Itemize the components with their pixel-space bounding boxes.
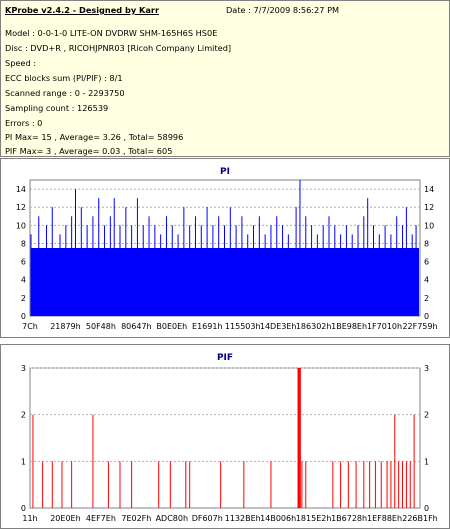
- info-errors: Errors : 0: [5, 118, 43, 128]
- pi-ytick-right: 0: [424, 312, 429, 321]
- pi-xtick: 22F759h: [402, 322, 437, 331]
- pif-xtick: 11h: [22, 514, 37, 523]
- pi-ytick-right: 14: [424, 185, 434, 194]
- pi-ytick-right: 4: [424, 276, 429, 285]
- info-disc: Disc : DVD+R , RICOHJPNR03 [Ricoh Compan…: [5, 43, 232, 53]
- pi-xtick: 115503h: [225, 322, 261, 331]
- pif-ytick-right: 3: [424, 364, 429, 373]
- pi-xtick: E1691h: [192, 322, 222, 331]
- scan-date: Date : 7/7/2009 8:56:27 PM: [226, 5, 340, 15]
- pi-ytick-left: 6: [21, 258, 26, 267]
- pi-xtick: 186302h: [296, 322, 332, 331]
- pif-xtick: 226B1Fh: [402, 514, 438, 523]
- pif-ytick-left: 0: [21, 504, 26, 513]
- info-ecc: ECC blocks sum (PI/PIF) : 8/1: [5, 73, 123, 83]
- info-pi: PI Max= 15 , Average= 3.26 , Total= 5899…: [5, 132, 184, 142]
- pi-ytick-right: 6: [424, 258, 429, 267]
- pi-ytick-left: 10: [16, 221, 26, 230]
- pif-xtick: 1EF88Eh: [367, 514, 402, 523]
- info-pif: PIF Max= 3 , Average= 0.03 , Total= 605: [5, 146, 173, 156]
- pif-xtick: ADC80h: [156, 514, 188, 523]
- pif-ytick-right: 2: [424, 411, 429, 420]
- pi-ytick-left: 12: [16, 203, 26, 212]
- info-sampling: Sampling count : 126539: [5, 103, 109, 113]
- pif-xtick: 14B006h: [260, 514, 296, 523]
- pif-xtick: 20E0Eh: [50, 514, 80, 523]
- pi-ytick-right: 10: [424, 221, 434, 230]
- pif-xtick: 1815E2h: [296, 514, 332, 523]
- info-range: Scanned range : 0 - 2293750: [5, 88, 125, 98]
- pif-xtick: DF607h: [192, 514, 223, 523]
- info-panel: KProbe v2.4.2 - Designed by Karr Date : …: [0, 0, 450, 157]
- pif-xtick: 1B6728h: [331, 514, 367, 523]
- pif-xtick: 4EF7Eh: [86, 514, 116, 523]
- pi-chart: PI 0 0 2 2 4 4 6 6 8 8 10 10 12 12 14 14 7Ch 21879h 50F48h 8…: [0, 158, 450, 338]
- pi-ytick-right: 8: [424, 239, 429, 248]
- pi-ytick-left: 0: [21, 312, 26, 321]
- pi-ytick-right: 2: [424, 294, 429, 303]
- pif-plot-area: [29, 367, 421, 509]
- pi-xtick: 14DE3Eh: [260, 322, 297, 331]
- pi-ytick-left: 2: [21, 294, 26, 303]
- pi-ytick-right: 12: [424, 203, 434, 212]
- pif-xtick: 1132BEh: [225, 514, 261, 523]
- pif-ytick-left: 2: [21, 411, 26, 420]
- app-title: KProbe v2.4.2 - Designed by Karr: [5, 5, 159, 15]
- pi-xtick: 1F7010h: [367, 322, 402, 331]
- pi-xtick: 80647h: [121, 322, 152, 331]
- pi-xtick: 21879h: [50, 322, 81, 331]
- info-speed: Speed :: [5, 58, 37, 68]
- pif-xtick: 7E02Fh: [121, 514, 151, 523]
- pi-xtick: B0E0Eh: [156, 322, 187, 331]
- pi-ytick-left: 8: [21, 239, 26, 248]
- info-model: Model : 0-0-1-0 LITE-ON DVDRW SHM-165H6S…: [5, 28, 218, 38]
- pif-chart: PIF 0 0 1 1 2 2 3 3 11h 20E0Eh 4EF7Eh 7E02Fh ADC80h DF…: [0, 344, 450, 529]
- pi-title: PI: [220, 167, 230, 177]
- pi-xtick: 7Ch: [22, 322, 38, 331]
- pi-xtick: 1BE98Eh: [331, 322, 367, 331]
- pif-ytick-right: 1: [424, 457, 429, 466]
- pif-ytick-left: 3: [21, 364, 26, 373]
- pif-ytick-left: 1: [21, 457, 26, 466]
- pif-ytick-right: 0: [424, 504, 429, 513]
- pi-xtick: 50F48h: [86, 322, 116, 331]
- pi-ytick-left: 14: [16, 185, 26, 194]
- pi-ytick-left: 4: [21, 276, 26, 285]
- pif-title: PIF: [217, 353, 233, 363]
